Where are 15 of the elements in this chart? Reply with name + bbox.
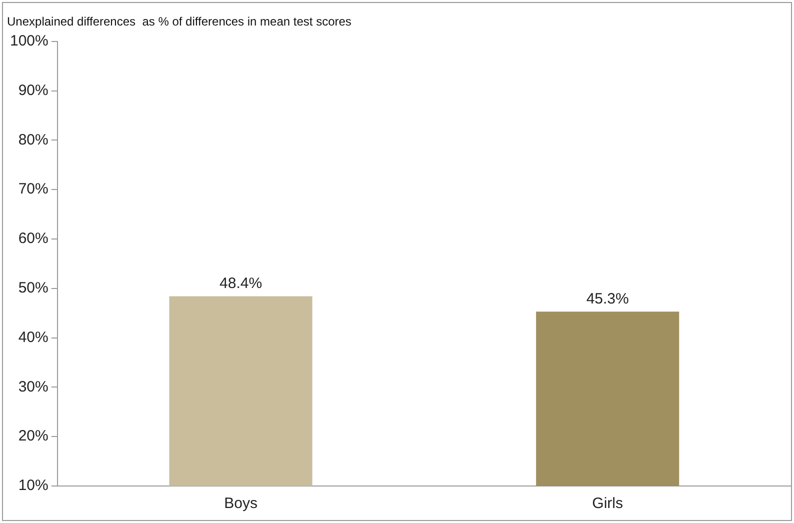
y-tick-label: 90% [18, 82, 48, 99]
y-tick-label: 70% [18, 180, 48, 198]
y-tick-label: 80% [18, 131, 48, 148]
y-tick-label: 10% [18, 477, 48, 494]
chart-title: Unexplained differences as % of differences in mean test scores [7, 14, 352, 29]
y-tick-label: 20% [18, 428, 48, 445]
y-tick-label: 60% [18, 230, 48, 248]
data-label: 48.4% [220, 274, 262, 292]
y-tick-label: 50% [18, 280, 48, 297]
x-tick-label: Boys [224, 495, 258, 512]
y-tick-label: 100% [10, 32, 48, 50]
data-label: 45.3% [586, 290, 629, 308]
x-tick-label: Girls [592, 495, 624, 512]
y-tick-label: 30% [18, 378, 48, 396]
y-tick-label: 40% [18, 328, 48, 346]
